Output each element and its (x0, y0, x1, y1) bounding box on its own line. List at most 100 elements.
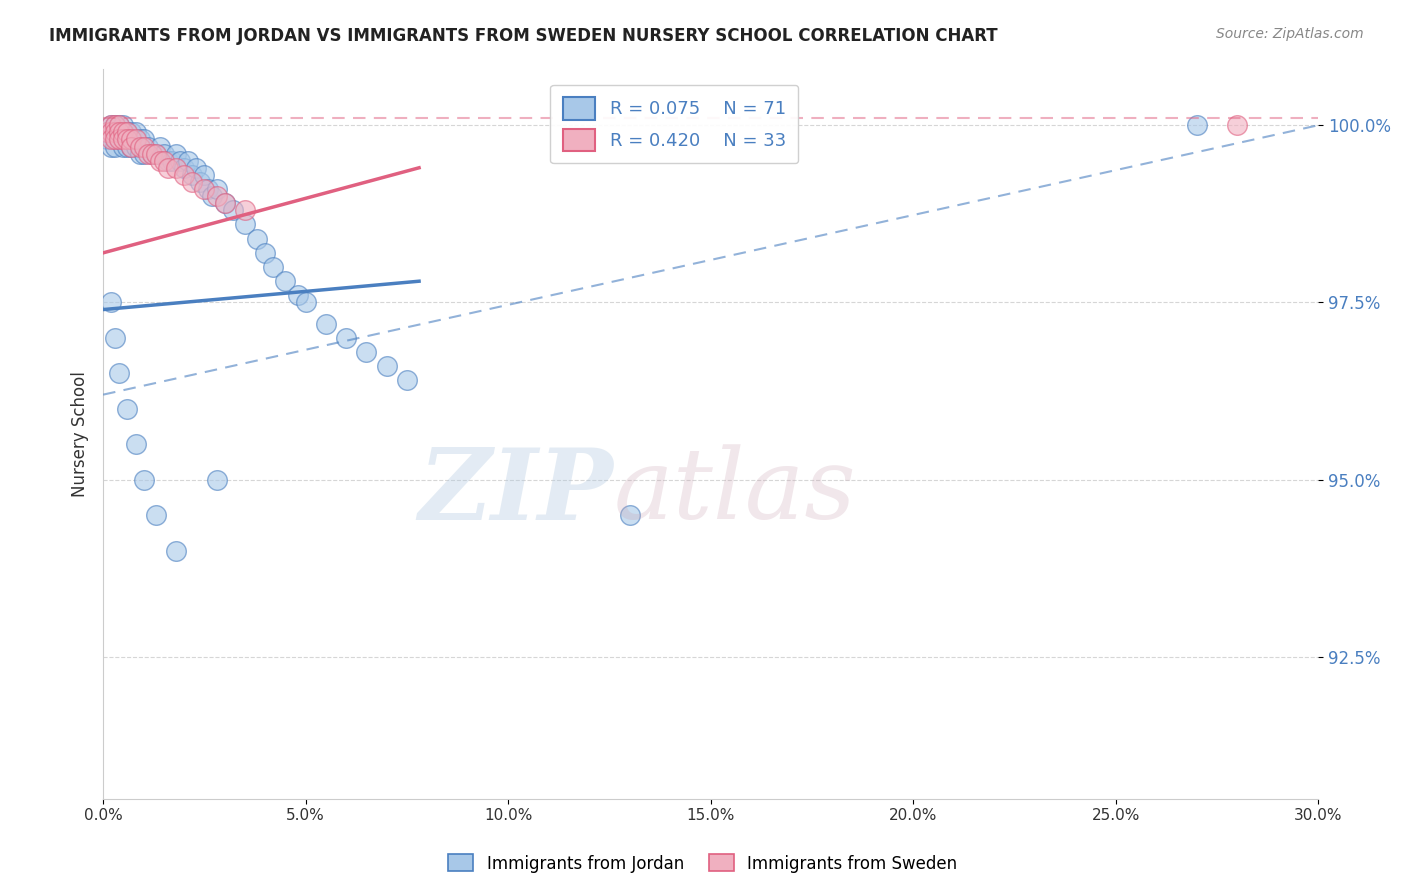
Point (214, 196, 236, 211)
Point (112, 132, 135, 146)
Point (395, 374, 418, 388)
Legend: R = 0.075    N = 71, R = 0.420    N = 33: R = 0.075 N = 71, R = 0.420 N = 33 (550, 85, 799, 163)
Point (104, 139, 127, 153)
Legend: Immigrants from Jordan, Immigrants from Sweden: Immigrants from Jordan, Immigrants from … (441, 847, 965, 880)
Point (108, 125, 131, 139)
Y-axis label: Nursery School: Nursery School (72, 371, 89, 497)
Point (100, 295, 122, 310)
Point (124, 132, 146, 146)
Point (335, 331, 357, 345)
Point (165, 543, 187, 558)
Point (254, 245, 277, 260)
Point (104, 118, 127, 132)
Text: IMMIGRANTS FROM JORDAN VS IMMIGRANTS FROM SWEDEN NURSERY SCHOOL CORRELATION CHAR: IMMIGRANTS FROM JORDAN VS IMMIGRANTS FRO… (49, 27, 998, 45)
Point (153, 146, 176, 161)
Point (246, 232, 269, 246)
Point (145, 146, 167, 161)
Point (188, 175, 211, 189)
Point (136, 146, 159, 161)
Point (193, 168, 215, 182)
Point (96, 125, 118, 139)
Point (117, 139, 139, 153)
Point (274, 274, 297, 288)
Point (104, 331, 127, 345)
Point (136, 139, 159, 153)
Point (287, 288, 309, 302)
Point (149, 139, 172, 153)
Point (145, 146, 167, 161)
Point (100, 125, 122, 139)
Point (128, 139, 150, 153)
Point (108, 118, 131, 132)
Point (165, 161, 187, 175)
Point (205, 189, 228, 203)
Point (108, 125, 131, 139)
Point (214, 196, 236, 211)
Point (117, 401, 139, 416)
Point (121, 139, 143, 153)
Point (108, 132, 131, 146)
Point (100, 125, 122, 139)
Point (356, 345, 378, 359)
Point (104, 125, 127, 139)
Point (205, 473, 228, 487)
Point (141, 146, 163, 161)
Point (104, 132, 127, 146)
Point (104, 132, 127, 146)
Point (117, 125, 139, 139)
Point (186, 161, 208, 175)
Point (132, 132, 155, 146)
Point (100, 118, 122, 132)
Text: atlas: atlas (613, 444, 856, 540)
Point (96, 132, 118, 146)
Point (156, 161, 179, 175)
Point (108, 132, 131, 146)
Point (132, 473, 155, 487)
Point (222, 203, 245, 218)
Point (193, 182, 215, 196)
Point (108, 367, 131, 381)
Point (173, 161, 195, 175)
Text: ZIP: ZIP (419, 444, 613, 541)
Point (124, 437, 146, 451)
Point (181, 168, 204, 182)
Point (181, 175, 204, 189)
Text: Source: ZipAtlas.com: Source: ZipAtlas.com (1216, 27, 1364, 41)
Point (121, 132, 143, 146)
Point (117, 125, 139, 139)
Point (233, 218, 256, 232)
Point (128, 132, 150, 146)
Point (375, 359, 398, 374)
Point (619, 508, 641, 523)
Point (121, 139, 143, 153)
Point (177, 153, 200, 168)
Point (100, 139, 122, 153)
Point (153, 153, 176, 168)
Point (262, 260, 284, 274)
Point (117, 132, 139, 146)
Point (201, 189, 224, 203)
Point (128, 146, 150, 161)
Point (124, 139, 146, 153)
Point (197, 182, 219, 196)
Point (294, 295, 316, 310)
Point (165, 146, 187, 161)
Point (96, 125, 118, 139)
Point (112, 139, 135, 153)
Point (205, 182, 228, 196)
Point (1185, 118, 1208, 132)
Point (145, 508, 167, 523)
Point (149, 153, 172, 168)
Point (112, 132, 135, 146)
Point (112, 125, 135, 139)
Point (121, 125, 143, 139)
Point (124, 125, 146, 139)
Point (108, 118, 131, 132)
Point (169, 153, 191, 168)
Point (1226, 118, 1249, 132)
Point (117, 132, 139, 146)
Point (315, 317, 337, 331)
Point (160, 153, 183, 168)
Point (104, 118, 127, 132)
Point (173, 168, 195, 182)
